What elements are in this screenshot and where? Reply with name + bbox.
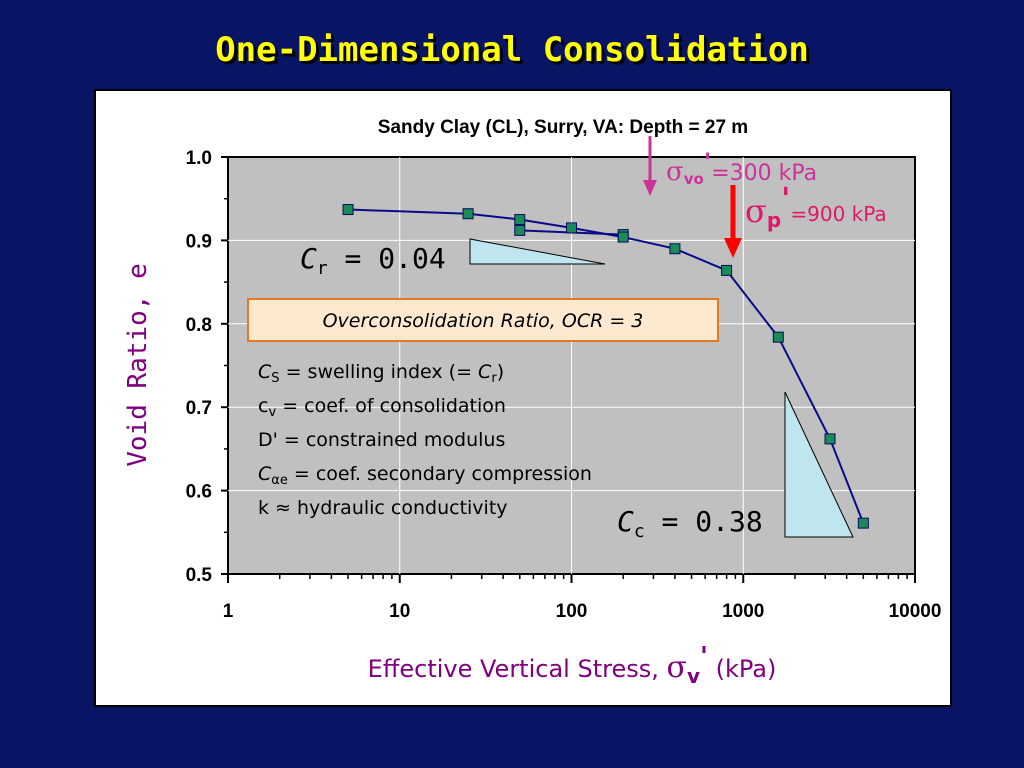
definition-line: cv = coef. of consolidation bbox=[258, 395, 506, 420]
definition-symbol: C bbox=[258, 361, 272, 383]
definition-tail: ) bbox=[497, 361, 504, 383]
cc-label-sub: c bbox=[634, 521, 645, 542]
x-axis-label-prime: ' bbox=[700, 642, 708, 672]
y-axis-label: Void Ratio, e bbox=[123, 263, 153, 467]
x-tick-label: 100 bbox=[556, 601, 588, 622]
sigma-p-sub: p bbox=[767, 208, 781, 232]
data-point bbox=[617, 231, 629, 243]
definition-symbol: c bbox=[258, 395, 268, 417]
cc-label-value: = 0.38 bbox=[645, 505, 763, 538]
cr-slope-triangle bbox=[469, 238, 606, 265]
y-tick-label: 0.8 bbox=[186, 315, 212, 336]
ocr-box bbox=[247, 298, 719, 342]
sigma-vo-prime: ' bbox=[704, 148, 711, 176]
x-axis-label-main: Effective Vertical Stress, bbox=[368, 655, 667, 683]
definition-sub: αe bbox=[271, 473, 288, 488]
sigma-vo-symbol: σ bbox=[666, 157, 684, 187]
ocr-label: Overconsolidation Ratio, OCR = 3 bbox=[323, 310, 644, 332]
x-tick-label: 1 bbox=[223, 601, 234, 622]
y-tick-label: 1.0 bbox=[186, 148, 212, 169]
definition-symbol: D' bbox=[258, 429, 278, 451]
sigma-p-symbol: σ bbox=[745, 192, 767, 230]
data-point bbox=[342, 204, 354, 216]
x-axis-label-sub: v bbox=[687, 664, 700, 688]
data-point bbox=[566, 222, 577, 234]
data-point bbox=[669, 243, 681, 255]
data-point bbox=[721, 264, 733, 276]
x-axis-label-unit: (kPa) bbox=[708, 655, 776, 683]
definition-symbol: k bbox=[258, 497, 269, 519]
x-axis-label: Effective Vertical Stress, σv' (kPa) bbox=[368, 642, 777, 688]
sigma-vo-label: σvo'=300 kPa bbox=[666, 148, 817, 188]
cc-label-symbol: C bbox=[617, 505, 634, 538]
data-point bbox=[514, 214, 526, 226]
x-tick-label: 10000 bbox=[889, 601, 942, 622]
y-tick-label: 0.7 bbox=[186, 398, 212, 419]
sigma-vo-sub: vo bbox=[684, 170, 704, 188]
x-axis-label-sigma: σ bbox=[666, 650, 686, 685]
sigma-p-label: σp'=900 kPa bbox=[745, 182, 887, 232]
y-tick-label: 0.5 bbox=[186, 565, 213, 586]
sigma-p-prime: ' bbox=[781, 182, 790, 217]
cc-slope-triangle bbox=[784, 391, 854, 538]
cr-label-sub: r bbox=[317, 258, 328, 279]
data-point bbox=[514, 224, 526, 236]
definition-text: = constrained modulus bbox=[278, 429, 505, 451]
definition-sub-2: r bbox=[491, 371, 497, 386]
y-tick-label: 0.6 bbox=[186, 482, 212, 503]
y-tick-label: 0.9 bbox=[186, 231, 212, 252]
definition-sub: S bbox=[271, 371, 279, 386]
data-point bbox=[462, 208, 474, 220]
definition-text: = coef. secondary compression bbox=[288, 463, 592, 485]
x-tick-label: 10 bbox=[389, 601, 410, 622]
sigma-p-value: =900 kPa bbox=[790, 202, 886, 226]
data-marks bbox=[342, 204, 869, 529]
sigma-vo-arrow-head bbox=[643, 180, 657, 196]
definition-text: ≈ hydraulic conductivity bbox=[269, 497, 508, 519]
chart-title: Sandy Clay (CL), Surry, VA: Depth = 27 m bbox=[378, 117, 748, 138]
definition-text: = coef. of consolidation bbox=[276, 395, 506, 417]
definition-sub: v bbox=[268, 405, 276, 420]
sigma-vo-value: =300 kPa bbox=[711, 161, 817, 186]
cr-label: Cr = 0.04 bbox=[300, 242, 446, 279]
definition-text: = swelling index (= bbox=[280, 361, 479, 383]
cr-label-symbol: C bbox=[300, 242, 317, 275]
definition-line: Cαe = coef. secondary compression bbox=[258, 463, 592, 488]
data-point bbox=[772, 331, 784, 343]
sigma-p-arrow-head bbox=[724, 238, 742, 258]
definition-line: k ≈ hydraulic conductivity bbox=[258, 497, 508, 519]
cc-label: Cc = 0.38 bbox=[617, 505, 763, 542]
definition-symbol: C bbox=[258, 463, 272, 485]
data-point bbox=[857, 517, 869, 529]
series-line bbox=[347, 208, 865, 524]
definition-line: D' = constrained modulus bbox=[258, 429, 505, 451]
definition-symbol-2: C bbox=[478, 361, 492, 383]
data-point bbox=[824, 433, 836, 445]
slide-title: One-Dimensional Consolidation bbox=[215, 30, 809, 70]
axes: 0.5 0.6 0.7 0.8 0.9 1.0 1 10 100 1000 10000 bbox=[186, 148, 942, 622]
x-tick-label: 1000 bbox=[722, 601, 764, 622]
cr-label-value: = 0.04 bbox=[328, 242, 446, 275]
definition-line: CS = swelling index (= Cr) bbox=[258, 361, 504, 386]
